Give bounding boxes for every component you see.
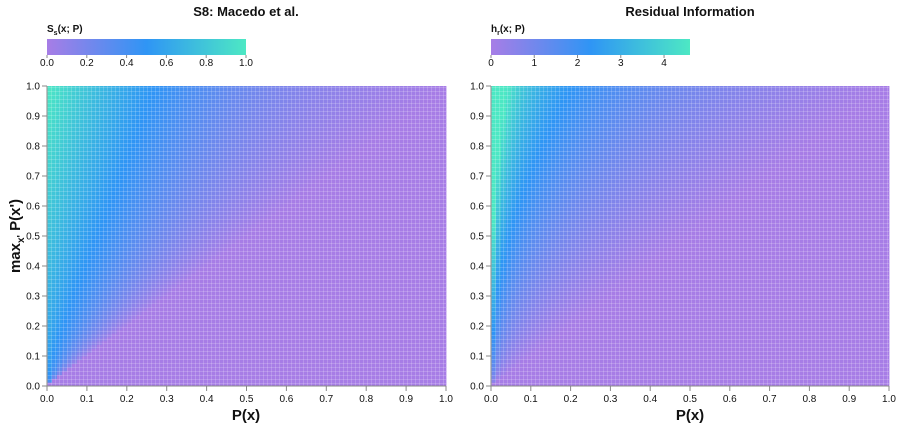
colorbar-tick-label: 1.0 <box>239 58 253 69</box>
colorbar-tick-label: 0.8 <box>199 58 213 69</box>
colorbar-tick-label: 0.2 <box>80 58 94 69</box>
colorbar-label: Ss(x; P) <box>47 24 83 37</box>
colorbar-tick-label: 0.0 <box>40 58 54 69</box>
colorbar-tick-label: 0.4 <box>120 58 134 69</box>
heatmap-area <box>47 86 447 387</box>
colorbar <box>47 39 246 55</box>
colorbar-tick-label: 0.6 <box>159 58 173 69</box>
panel-macedo: S8: Macedo et al. Ss(x; P) 0.0 0.2 0.4 0.6 0… <box>7 4 453 424</box>
chart-title: S8: Macedo et al. <box>193 4 298 19</box>
colorbar-ticks: 0.0 0.2 0.4 0.6 0.8 1.0 <box>40 55 253 69</box>
